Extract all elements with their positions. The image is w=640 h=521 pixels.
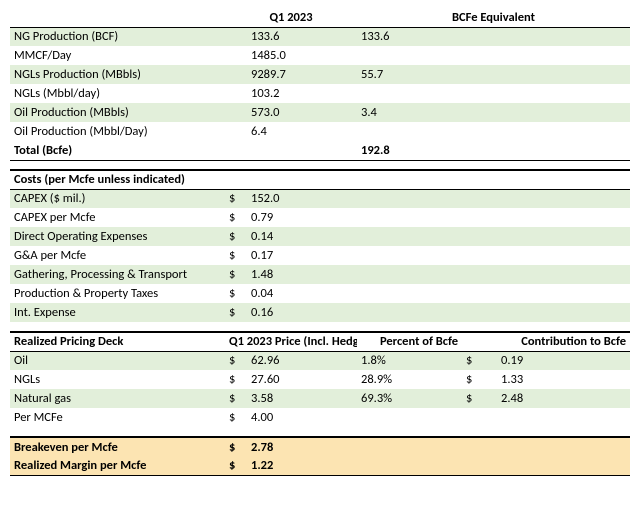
prod-v1-0: 133.6 (247, 27, 357, 46)
cost-v1-2: 0.14 (247, 227, 357, 246)
price-v3-0: 0.19 (497, 351, 630, 370)
prod-label-2: NGLs Production (MBbls) (10, 65, 225, 84)
prod-v1-3: 103.2 (247, 84, 357, 103)
price-v1-1: 27.60 (247, 370, 357, 389)
prod-v2-2: 55.7 (357, 65, 462, 84)
price-v1-3: 4.00 (247, 408, 357, 427)
costs-title: Costs (per Mcfe unless indicated) (10, 170, 630, 189)
summary-v1-1: 1.22 (247, 456, 357, 475)
prod-v1-2: 9289.7 (247, 65, 357, 84)
price-cur-2: $ (225, 389, 247, 408)
price-v1-2: 3.58 (247, 389, 357, 408)
prod-label-3: NGLs (Mbbl/day) (10, 84, 225, 103)
prod-v1-5: 6.4 (247, 122, 357, 141)
cost-v1-0: 152.0 (247, 189, 357, 208)
price-v1-0: 62.96 (247, 351, 357, 370)
cost-label-0: CAPEX ($ mil.) (10, 189, 225, 208)
prod-v1-1: 1485.0 (247, 46, 357, 65)
cost-v1-5: 0.04 (247, 284, 357, 303)
cost-label-4: Gathering, Processing & Transport (10, 265, 225, 284)
prod-v2-1 (357, 46, 462, 65)
cost-cur-0: $ (225, 189, 247, 208)
prod-v2-4: 3.4 (357, 103, 462, 122)
prod-v2-0: 133.6 (357, 27, 462, 46)
price-v3-2: 2.48 (497, 389, 630, 408)
cost-cur-6: $ (225, 303, 247, 322)
cost-v1-6: 0.16 (247, 303, 357, 322)
cost-cur-3: $ (225, 246, 247, 265)
price-v2-3 (357, 408, 462, 427)
price-cur-1: $ (225, 370, 247, 389)
pricing-h3: Contribution to Bcfe (462, 332, 630, 351)
header-bcfe: BCFe Equivalent (357, 8, 630, 27)
prod-v1-4: 573.0 (247, 103, 357, 122)
prod-label-1: MMCF/Day (10, 46, 225, 65)
summary-cur-0: $ (225, 437, 247, 456)
cost-cur-5: $ (225, 284, 247, 303)
price-v2-0: 1.8% (357, 351, 462, 370)
cost-cur-4: $ (225, 265, 247, 284)
price-cur-0: $ (225, 351, 247, 370)
price-label-2: Natural gas (10, 389, 225, 408)
cost-v1-3: 0.17 (247, 246, 357, 265)
summary-label-0: Breakeven per Mcfe (10, 437, 225, 456)
price-v2-1: 28.9% (357, 370, 462, 389)
price-cur2-3 (462, 408, 497, 427)
price-cur-3: $ (225, 408, 247, 427)
prod-total-value: 192.8 (357, 141, 462, 160)
cost-label-1: CAPEX per Mcfe (10, 208, 225, 227)
price-v3-3 (497, 408, 630, 427)
price-v3-1: 1.33 (497, 370, 630, 389)
header-q1: Q1 2023 (225, 8, 357, 27)
cost-cur-1: $ (225, 208, 247, 227)
financial-table: Q1 2023BCFe Equivalent NG Production (BCF… (10, 8, 630, 476)
cost-label-6: Int. Expense (10, 303, 225, 322)
prod-label-0: NG Production (BCF) (10, 27, 225, 46)
summary-v1-0: 2.78 (247, 437, 357, 456)
cost-label-5: Production & Property Taxes (10, 284, 225, 303)
summary-label-1: Realized Margin per Mcfe (10, 456, 225, 475)
cost-v1-1: 0.79 (247, 208, 357, 227)
prod-v2-5 (357, 122, 462, 141)
price-v2-2: 69.3% (357, 389, 462, 408)
price-cur2-2: $ (462, 389, 497, 408)
prod-v2-3 (357, 84, 462, 103)
cost-cur-2: $ (225, 227, 247, 246)
prod-total-label: Total (Bcfe) (10, 141, 225, 160)
pricing-title: Realized Pricing Deck (10, 332, 225, 351)
price-label-0: Oil (10, 351, 225, 370)
pricing-h1: Q1 2023 Price (Incl. Hedges) (225, 332, 357, 351)
prod-label-5: Oil Production (Mbbl/Day) (10, 122, 225, 141)
price-cur2-0: $ (462, 351, 497, 370)
price-label-3: Per MCFe (10, 408, 225, 427)
summary-cur-1: $ (225, 456, 247, 475)
price-label-1: NGLs (10, 370, 225, 389)
cost-label-2: Direct Operating Expenses (10, 227, 225, 246)
cost-v1-4: 1.48 (247, 265, 357, 284)
pricing-h2: Percent of Bcfe (357, 332, 462, 351)
prod-label-4: Oil Production (MBbls) (10, 103, 225, 122)
price-cur2-1: $ (462, 370, 497, 389)
cost-label-3: G&A per Mcfe (10, 246, 225, 265)
